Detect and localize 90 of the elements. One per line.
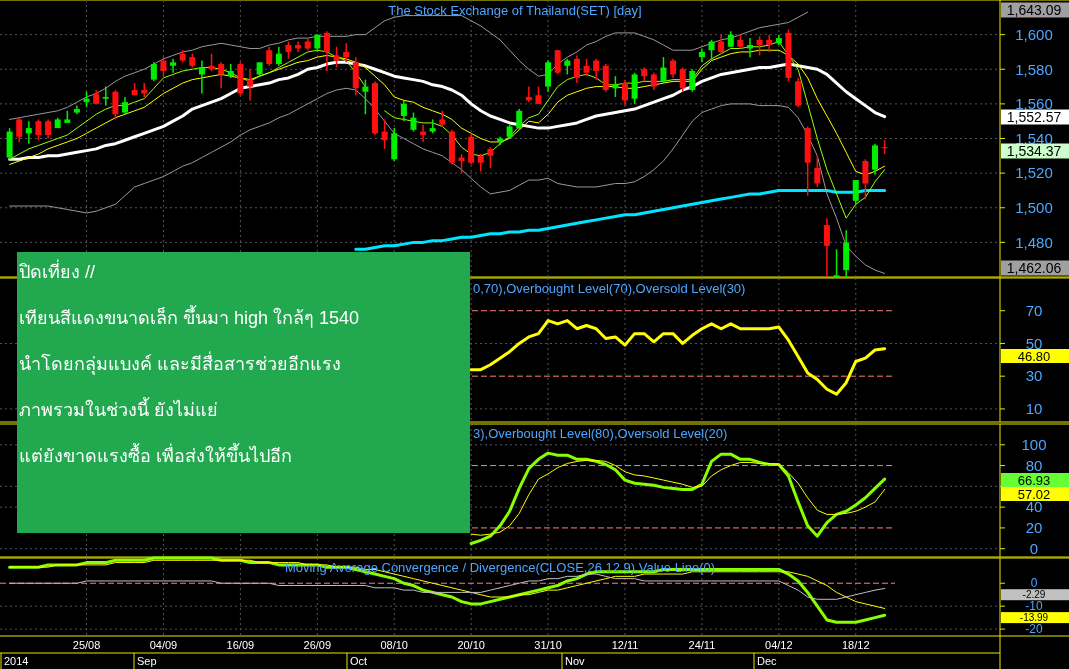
x-tick-label: 20/10 [457,638,485,651]
candlestick [102,85,109,107]
y-tick-label: 80 [1025,456,1043,474]
candlestick [622,78,628,107]
candlestick [554,49,561,76]
annotation: ปิดเที่ยง // [19,259,96,282]
text: Dec [757,654,778,667]
annotation: แต่ยังขาดแรงซื้อ เพื่อส่งให้ขึ้นไปอีก [19,443,293,466]
candlestick [516,108,523,131]
candlestick [343,42,350,64]
line-series [9,573,886,600]
y-tick-label: -10 [1025,599,1043,614]
line-series [469,319,887,396]
candlestick [160,56,167,77]
text: 66.93 [1017,472,1051,488]
candlestick [573,54,580,84]
x-tick-label: 12/11 [611,638,639,651]
candlestick [823,217,830,278]
candlestick [333,45,340,69]
x-tick-label: 04/12 [765,638,793,651]
x-tick-label: 04/09 [149,638,178,651]
chart-title: 3),Overbought Level(80),Oversold Level(20) [473,426,728,441]
candlestick [862,158,869,200]
y-tick-label: 0 [1030,576,1038,591]
candlestick [35,118,42,141]
candlestick [756,35,763,57]
candlestick [400,99,407,122]
candlestick [275,45,282,67]
candlestick [112,89,119,121]
y-tick-label: 1,480 [1015,233,1053,251]
y-tick-label: 70 [1025,301,1043,319]
y-tick-label: 1,580 [1015,60,1053,78]
chart-title: 0,70),Overbought Level(70),Oversold Level(30) [473,281,746,296]
text: Sep [137,654,157,667]
candlestick [25,120,32,145]
x-tick-label: 16/09 [226,638,255,651]
text: 1,462.06 [1006,259,1062,276]
x-tick-label: 25/08 [72,638,101,651]
x-tick-label: 31/10 [534,638,562,651]
candlestick [593,58,600,81]
y-tick-label: 20 [1025,519,1043,537]
candlestick [660,56,667,84]
candlestick [247,68,253,102]
candlestick [718,33,725,55]
y-tick-label: 1,600 [1015,25,1053,43]
candlestick [16,116,23,143]
candlestick [381,118,388,150]
candlestick [708,39,715,62]
candlestick [679,66,686,93]
candlestick [323,30,330,72]
y-tick-label: 100 [1021,436,1047,454]
text: Oct [350,654,368,667]
text: 1,643.09 [1006,1,1062,18]
candlestick [766,33,773,53]
y-tick-label: -20 [1025,622,1043,637]
line-series [470,459,886,536]
text: 2014 [4,654,29,667]
candlestick [689,68,696,93]
y-tick-label: 10 [1025,400,1043,418]
chart-title: The Stock Exchange of Thailand(SET) [day] [388,3,642,18]
x-tick-label: 24/11 [688,638,716,651]
y-tick-label: 0 [1029,539,1039,557]
candlestick [852,179,859,206]
x-tick-label: 08/10 [380,638,408,651]
candlestick [218,61,225,90]
candlestick [150,61,157,83]
text: -13.99 [1019,612,1049,624]
x-tick-label: 26/09 [303,638,332,651]
x-tick-label: 18/12 [842,638,870,651]
annotation: นำโดยกลุ่มแบงค์ และมีสื่อสารช่วยอีกแรง [19,351,342,375]
candlestick [410,111,417,133]
candlestick [814,155,821,188]
line-series [469,451,887,545]
y-tick-label: 1,500 [1015,199,1053,216]
line-series [9,559,886,609]
candlestick [487,146,494,169]
text: Nov [565,654,586,667]
candlestick [170,58,177,74]
text: -2.29 [1022,589,1046,601]
candlestick [362,78,369,116]
candlestick [45,118,52,140]
candlestick [266,45,273,67]
candlestick [670,58,677,79]
y-tick-label: 30 [1025,367,1043,385]
y-tick-label: 1,520 [1015,164,1053,182]
y-tick-label: 1,540 [1015,129,1053,147]
candlestick [833,248,840,278]
y-tick-label: 1,560 [1015,95,1053,113]
annotation: เทียนสีแดงขนาดเล็ก ขึ้นมา high ใกล้ๆ 1540 [19,305,360,328]
annotation: ภาพรวมในช่วงนี้ ยังไม่แย่ [19,397,219,420]
